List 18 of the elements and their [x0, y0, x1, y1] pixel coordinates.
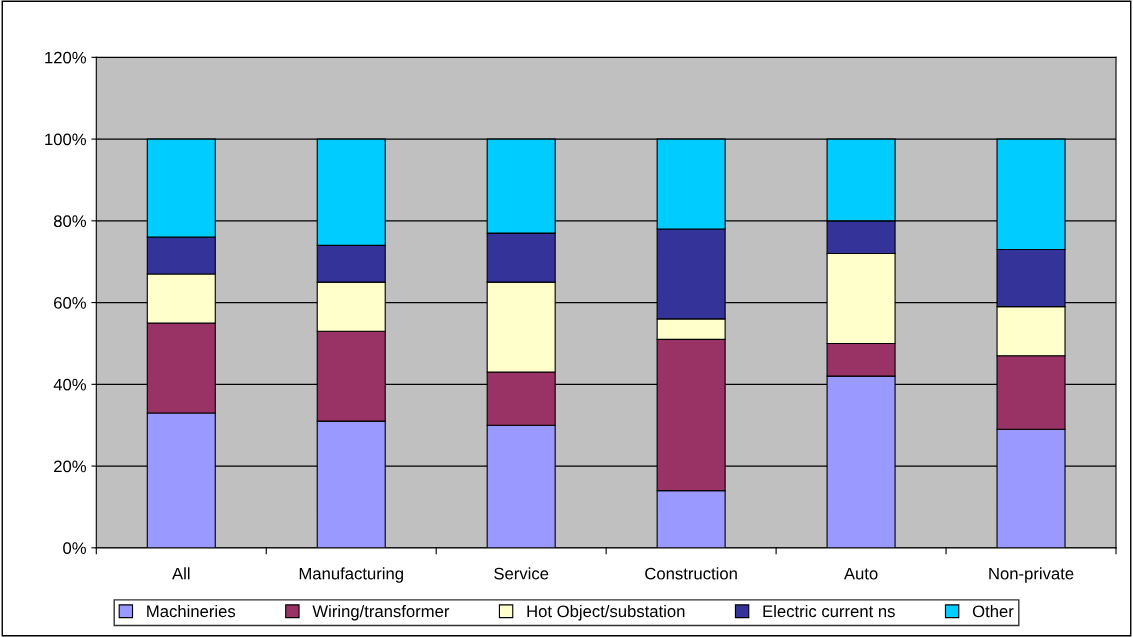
- x-tick-label: Auto: [843, 567, 878, 580]
- y-tick-label: 60%: [54, 296, 86, 309]
- y-tick-label: 20%: [54, 460, 86, 473]
- legend-label: Hot Object/substation: [527, 604, 685, 621]
- x-tick-label: Construction: [645, 567, 737, 580]
- x-tick-label: Non-private: [989, 567, 1074, 583]
- legend-label: Machineries: [147, 604, 236, 618]
- x-tick-label: All: [172, 567, 190, 580]
- y-tick-label: 40%: [53, 378, 86, 391]
- y-tick-label: 100%: [45, 133, 86, 146]
- x-tick-label: Manufacturing: [299, 567, 403, 583]
- y-tick-label: 80%: [53, 215, 86, 228]
- x-tick-label: Service: [494, 567, 549, 580]
- legend-label: Other: [972, 604, 1014, 618]
- legend-label: Wiring/transformer: [312, 604, 450, 621]
- y-tick-label: 120%: [45, 51, 86, 64]
- legend-label: Electric current ns: [763, 604, 895, 618]
- y-tick-label: 0%: [63, 542, 86, 555]
